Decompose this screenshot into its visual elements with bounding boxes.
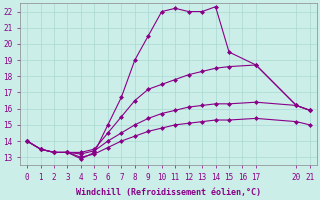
X-axis label: Windchill (Refroidissement éolien,°C): Windchill (Refroidissement éolien,°C) [76,188,261,197]
